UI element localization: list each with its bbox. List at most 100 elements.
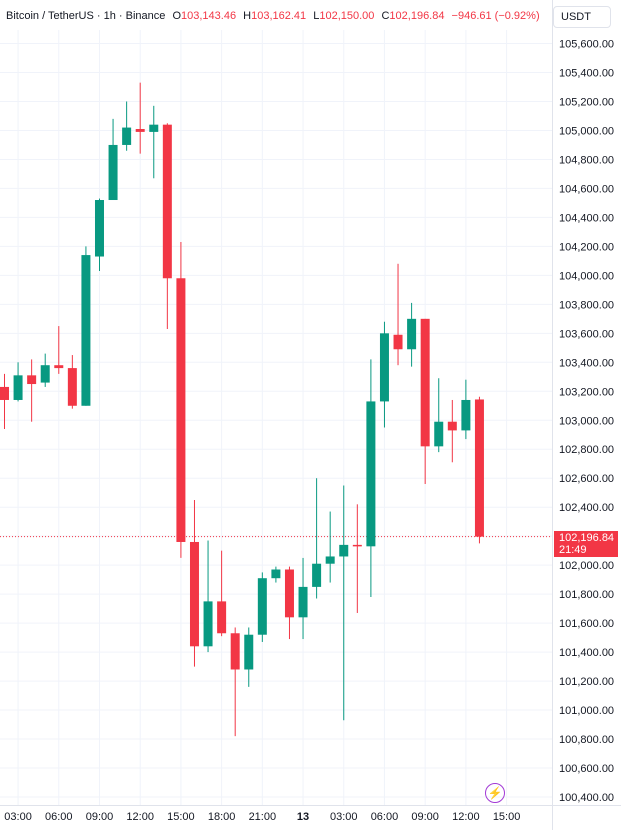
low-value: 102,150.00 [319,10,375,22]
high-label: H [243,10,252,22]
price-tick-label: 104,400.00 [559,212,614,224]
close-label: C [381,10,390,22]
candle-body [0,386,9,400]
candle [135,82,145,154]
last-price-tag: 102,196.84 21:49 [554,531,618,557]
time-tick-label: 03:00 [4,811,32,823]
candle-body [94,200,104,257]
price-tick-label: 102,600.00 [559,473,614,485]
price-tick-label: 103,200.00 [559,386,614,398]
candle-body [27,375,37,385]
candle-body [217,601,227,634]
price-tick-label: 105,000.00 [559,125,614,137]
candle [13,362,23,402]
candle [162,123,172,329]
candle [379,321,389,428]
candle [393,263,403,366]
candle-body [325,556,335,564]
candle-body [67,368,77,406]
candle-body [339,544,349,557]
price-tick-label: 102,800.00 [559,444,614,456]
change-value: −946.61 (−0.92%) [451,10,540,22]
currency-button[interactable]: USDT [553,6,611,28]
price-tick-label: 103,000.00 [559,415,614,427]
candle [217,550,227,637]
time-tick-label: 09:00 [411,811,439,823]
candle [420,318,430,485]
candle-body [230,633,240,670]
candle-body [420,318,430,447]
price-tick-label: 101,000.00 [559,705,614,717]
candle-body [40,365,50,383]
price-tick-label: 100,800.00 [559,734,614,746]
candle [257,572,267,642]
time-tick-label: 15:00 [167,811,195,823]
candle-body [54,365,64,369]
candle [176,242,186,558]
candle [434,378,444,453]
time-tick-label: 12:00 [126,811,154,823]
candle-body [366,401,376,547]
candle-body [461,399,471,431]
candle-body [162,124,172,279]
candles [0,82,484,737]
low-label: L [313,10,320,22]
candle [189,499,199,667]
candle [230,627,240,737]
time-tick-label: 13 [297,811,309,823]
time-tick-label: 09:00 [86,811,114,823]
candle [461,379,471,440]
price-tick-label: 105,600.00 [559,39,614,51]
price-tick-label: 104,200.00 [559,241,614,253]
candle-body [176,278,186,542]
price-tick-label: 103,400.00 [559,357,614,369]
time-tick-label: 06:00 [371,811,399,823]
candle-body [407,318,417,350]
price-tick-label: 102,000.00 [559,560,614,572]
price-tick-label: 104,000.00 [559,270,614,282]
price-tick-label: 101,200.00 [559,676,614,688]
candle-body [13,375,23,400]
close-value: 102,196.84 [389,10,445,22]
time-tick-label: 15:00 [493,811,521,823]
time-axis: 03:00 06:00 09:00 12:00 15:00 18:00 21:00 13 03:… [4,811,520,823]
candle [312,478,322,599]
price-tick-label: 104,600.00 [559,183,614,195]
chart-header: Bitcoin / TetherUS · 1h · Binance O 103,1… [6,10,540,22]
open-label: O [172,10,182,22]
candle [407,302,417,367]
lightning-icon[interactable]: ⚡ [485,783,505,803]
candle-body [257,578,267,635]
candle [244,627,254,687]
candle [40,353,50,387]
last-price-value: 102,196.84 [559,532,615,544]
candle [271,566,281,583]
candle [149,105,159,179]
candle [474,396,484,544]
candle [0,373,9,429]
price-tick-label: 101,600.00 [559,618,614,630]
candle-body [284,569,294,618]
candle [94,198,104,272]
high-value: 103,162.41 [251,10,307,22]
candle-body [352,544,362,547]
time-tick-label: 06:00 [45,811,73,823]
candle-body [474,399,484,537]
price-tick-label: 100,400.00 [559,792,614,804]
candle [54,326,64,374]
candle-body [271,569,281,579]
price-tick-label: 101,400.00 [559,647,614,659]
candle-body [393,334,403,350]
candle-body [298,586,308,618]
grid [0,30,552,805]
candle-body [189,541,199,647]
symbol-title[interactable]: Bitcoin / TetherUS · 1h · Binance [6,10,166,22]
candle [298,557,308,640]
candle-body [203,601,213,647]
candle-body [244,634,254,670]
candle-body [434,421,444,447]
candle [447,399,457,463]
candle-body [135,129,145,132]
candle [67,355,77,409]
